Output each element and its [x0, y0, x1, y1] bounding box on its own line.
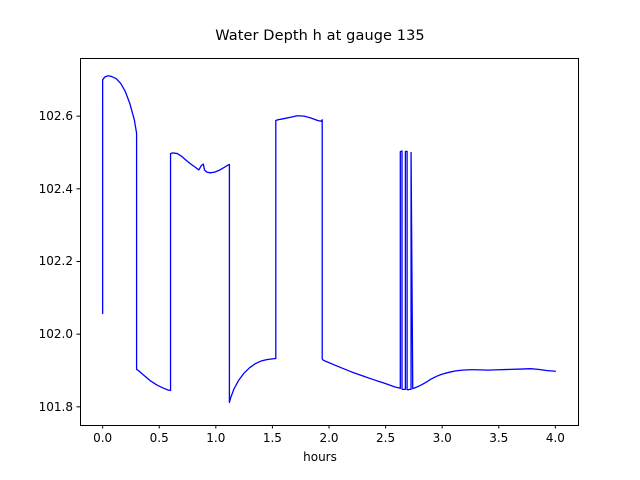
y-tick-label: 102.0	[38, 327, 73, 342]
x-tick-label: 0.5	[149, 431, 169, 445]
x-tick-label: 3.0	[432, 431, 452, 445]
x-tick-label: 4.0	[545, 431, 565, 445]
y-tick-label: 102.4	[38, 181, 73, 196]
x-tick-label: 2.0	[319, 431, 339, 445]
x-tick-label: 1.0	[206, 431, 226, 445]
x-axis-label: hours	[303, 450, 337, 464]
data-line-series-0	[101, 75, 557, 404]
plot-frame	[80, 58, 579, 426]
chart-title: Water Depth h at gauge 135	[215, 28, 425, 44]
y-tick-label: 102.6	[38, 109, 73, 124]
x-tick-label: 1.5	[262, 431, 282, 445]
x-tick-label: 2.5	[376, 431, 396, 445]
y-tick-label: 101.8	[38, 399, 73, 414]
x-tick-label: 0.0	[93, 431, 113, 445]
x-tick-label: 3.5	[489, 431, 509, 445]
y-tick-label: 102.2	[38, 254, 73, 269]
